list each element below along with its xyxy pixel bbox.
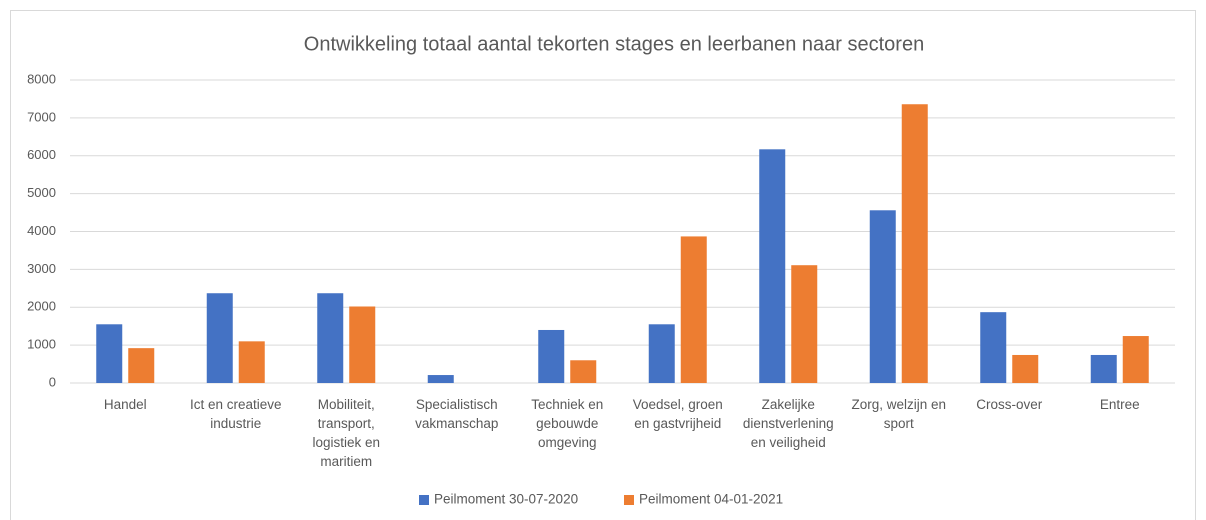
x-tick-label: Cross-over [976,397,1043,412]
bar [759,149,786,383]
bar [317,293,344,383]
bar [538,329,565,383]
bar [96,324,123,383]
bar [1090,354,1117,383]
bar [427,375,454,383]
bar [1122,336,1149,383]
bar [680,236,707,383]
x-tick-label: Ict en creatieve industrie [189,397,282,431]
legend-swatch [419,495,429,505]
y-tick-label: 0 [49,374,56,389]
y-tick-label: 2000 [27,299,56,314]
bar [206,293,233,383]
legend-label: Peilmoment 30-07-2020 [434,492,578,507]
bar [238,341,265,383]
bar [901,104,928,384]
legend-label: Peilmoment 04-01-2021 [639,492,783,507]
y-tick-label: 6000 [27,147,56,162]
x-tick-label: Voedsel, groen en gastvrijheid [632,397,723,431]
bar [128,348,155,383]
y-tick-label: 4000 [27,223,56,238]
bar [980,312,1007,383]
chart-title: Ontwikkeling totaal aantal tekorten stag… [304,33,924,55]
chart-frame [10,10,1196,520]
x-tick-label: Zorg, welzijn en sport [851,397,947,431]
bar [869,210,896,383]
x-tick-label: Zakelijke dienstverlening en veiligheid [742,397,834,450]
y-tick-label: 1000 [27,337,56,352]
y-tick-label: 8000 [27,71,56,86]
legend-swatch [624,495,634,505]
bar [349,306,376,383]
bar [570,360,597,383]
bar [648,324,675,383]
y-tick-label: 5000 [27,185,56,200]
x-tick-label: Specialistisch vakmanschap [415,397,499,431]
bar [791,265,818,383]
x-tick-label: Entree [1099,397,1140,412]
x-tick-label: Handel [103,397,147,412]
bar [1012,354,1039,383]
x-tick-label: Techniek en gebouwde omgeving [531,397,604,450]
y-tick-label: 7000 [27,109,56,124]
y-tick-label: 3000 [27,261,56,276]
x-tick-label: Mobiliteit, transport, logistiek en mari… [312,397,381,469]
